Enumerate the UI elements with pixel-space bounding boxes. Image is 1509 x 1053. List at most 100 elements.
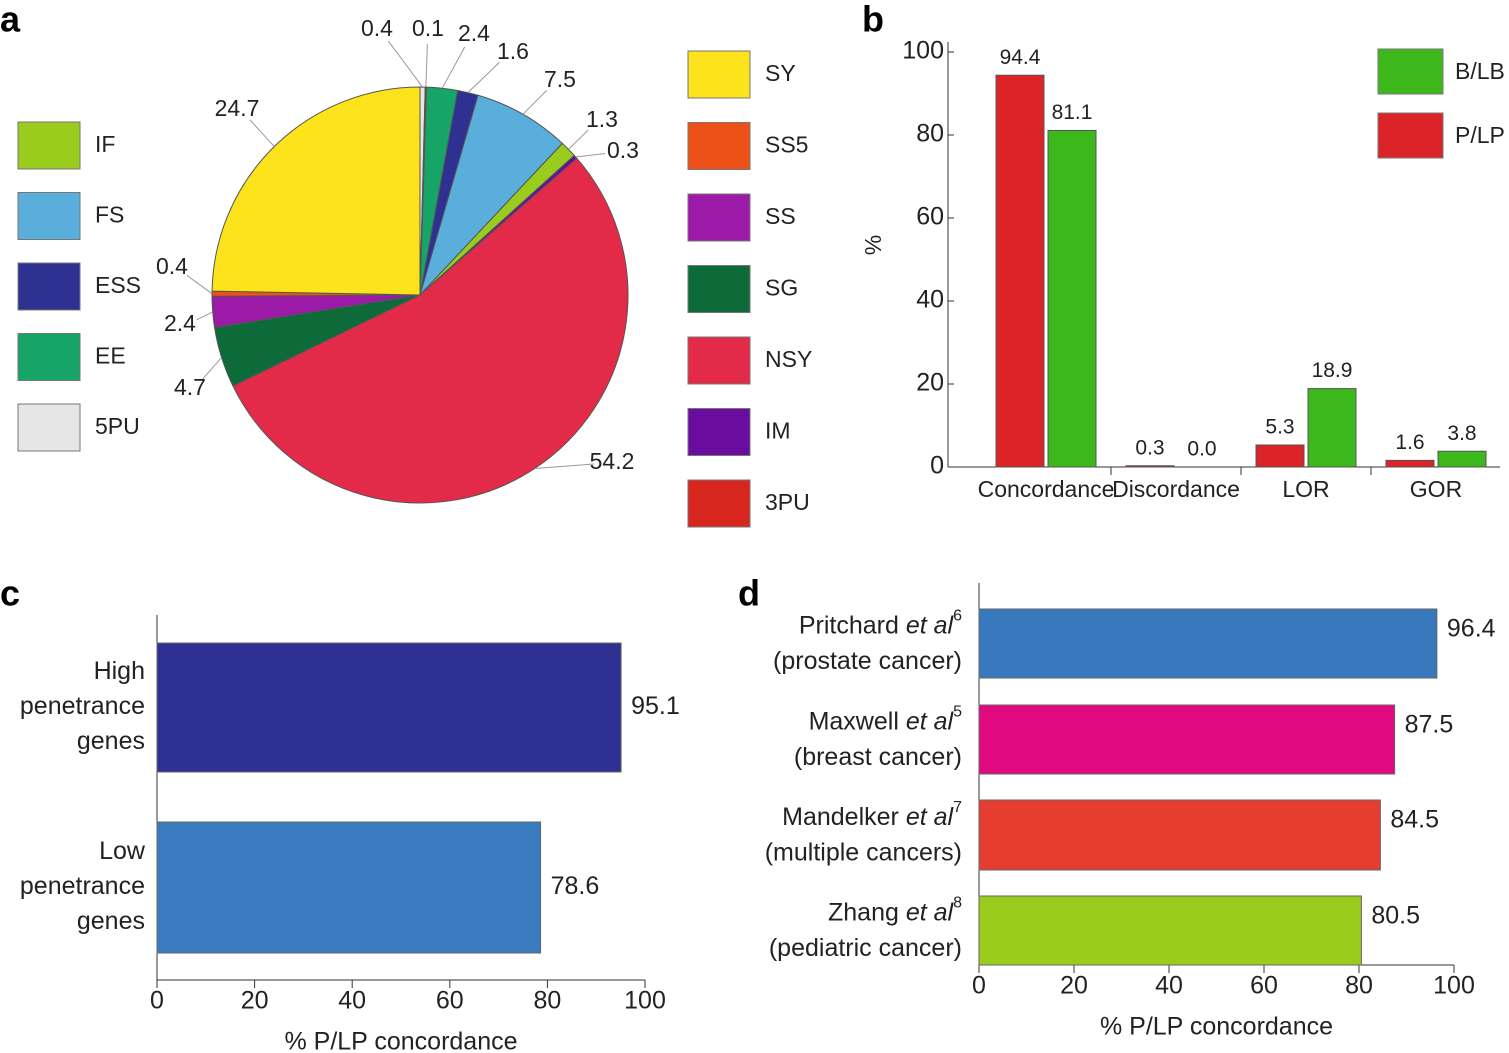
x-tick-label: LOR [1282, 476, 1329, 502]
reference: 8 [953, 895, 962, 912]
et-al: et al [906, 611, 955, 639]
x-tick-label: 20 [241, 987, 269, 1015]
bar [1255, 444, 1305, 468]
y-tick-label: Maxwell et al5 [809, 704, 963, 735]
x-tick-label: Concordance [978, 476, 1115, 502]
legend-label: ESS [95, 272, 141, 298]
pie-slice [419, 94, 564, 296]
y-tick-sublabel: (breast cancer) [794, 743, 962, 771]
legend-swatch [687, 122, 751, 170]
x-tick-label: 100 [1433, 972, 1475, 1000]
leader-line [186, 275, 213, 295]
leader-line [387, 40, 424, 88]
x-tick-label: 80 [533, 987, 561, 1015]
y-tick-label: penetrance [20, 692, 145, 720]
leader-line [441, 46, 466, 89]
bar-value-label: 95.1 [631, 692, 680, 720]
bar [1385, 459, 1435, 468]
bar-value-label: 5.3 [1265, 416, 1294, 439]
legend-label: SY [765, 60, 796, 86]
y-tick-label: Zhang et al8 [828, 895, 962, 926]
pie-slice [232, 157, 629, 504]
y-tick-label: 100 [902, 37, 944, 65]
y-tick-label: 20 [916, 369, 944, 397]
bar-value-label: 0.3 [1135, 436, 1164, 459]
legend-label: 5PU [95, 413, 140, 439]
x-tick-label: 100 [624, 987, 666, 1015]
legend-swatch [687, 408, 751, 456]
legend-swatch [17, 262, 81, 311]
slice-label: 1.6 [497, 38, 529, 64]
x-tick-label: 80 [1345, 972, 1373, 1000]
bar-value-label: 84.5 [1390, 806, 1439, 834]
y-tick-label: Mandelker et al7 [782, 799, 962, 830]
slice-label: 54.2 [590, 448, 635, 474]
bar [995, 74, 1045, 468]
x-tick-label: Discordance [1112, 476, 1240, 502]
y-tick-label: 40 [916, 286, 944, 314]
y-tick-label: 80 [916, 120, 944, 148]
bar-value-label: 18.9 [1312, 359, 1353, 382]
bar [978, 895, 1362, 966]
bar-value-label: 78.6 [551, 872, 600, 900]
x-tick-label: 60 [436, 987, 464, 1015]
x-tick-label: 20 [1060, 972, 1088, 1000]
author: Mandelker [782, 803, 899, 831]
bar [156, 642, 622, 773]
legend-swatch [17, 403, 81, 452]
bar-value-label: 96.4 [1447, 615, 1496, 643]
reference: 5 [953, 704, 962, 721]
x-tick-label: 0 [150, 987, 164, 1015]
legend-label: SS5 [765, 132, 808, 158]
slice-label: 1.3 [586, 106, 618, 132]
leader-line [568, 129, 589, 150]
x-axis-label: % P/LP concordance [1100, 1013, 1333, 1041]
leader-line [534, 463, 595, 469]
legend-swatch [1377, 112, 1444, 159]
bar-value-label: 1.6 [1395, 431, 1424, 454]
leader-line [202, 357, 222, 380]
leader-line [196, 311, 213, 321]
panel-label: c [0, 573, 20, 614]
legend-swatch [17, 192, 81, 240]
bar-value-label: 0.0 [1187, 438, 1216, 461]
author: Zhang [828, 898, 899, 926]
y-tick-label: Pritchard et al6 [799, 608, 962, 639]
slice-label: 2.4 [458, 20, 490, 46]
legend-swatch [687, 336, 751, 385]
bar [1437, 450, 1487, 468]
y-tick-label: genes [77, 727, 145, 755]
legend-swatch [687, 479, 751, 528]
et-al: et al [906, 707, 955, 735]
y-tick-sublabel: (prostate cancer) [773, 647, 962, 675]
y-tick-sublabel: (multiple cancers) [765, 839, 962, 867]
legend-swatch [17, 333, 81, 381]
slice-label: 0.4 [156, 253, 188, 279]
legend-label: B/LB [1455, 58, 1505, 84]
slice-label: 0.4 [361, 15, 393, 41]
y-tick-label: Low [99, 837, 146, 865]
author: Pritchard [799, 611, 899, 639]
leader-line [522, 90, 547, 115]
et-al: et al [906, 898, 955, 926]
y-axis-label: % [860, 235, 886, 255]
legend-label: 3PU [765, 489, 810, 515]
pie-slice [211, 86, 421, 296]
bar [1307, 388, 1357, 468]
x-tick-label: GOR [1410, 476, 1462, 502]
leader-line [575, 152, 606, 158]
reference: 7 [953, 799, 962, 816]
x-tick-label: 60 [1250, 972, 1278, 1000]
slice-label: 7.5 [544, 66, 576, 92]
legend-swatch [687, 193, 751, 242]
et-al: et al [906, 803, 955, 831]
bar [978, 608, 1438, 679]
y-tick-label: genes [77, 907, 145, 935]
x-tick-label: 0 [972, 972, 986, 1000]
panel-label: a [0, 0, 21, 40]
slice-label: 4.7 [174, 374, 206, 400]
x-axis-label: % P/LP concordance [284, 1028, 517, 1053]
legend-label: FS [95, 202, 124, 228]
bar-value-label: 3.8 [1447, 422, 1476, 445]
